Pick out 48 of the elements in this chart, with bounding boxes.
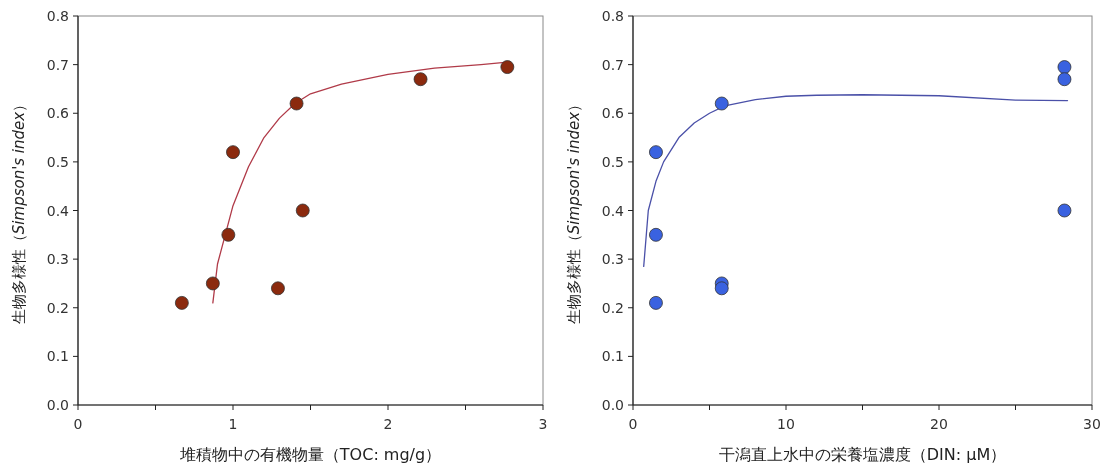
x-axis-title: 干潟直上水中の栄養塩濃度（DIN: μM）: [718, 445, 1007, 464]
x-tick-label: 20: [930, 416, 948, 432]
x-tick-label: 10: [777, 416, 795, 432]
y-tick-label: 0.1: [601, 348, 624, 365]
x-tick-label: 3: [538, 416, 548, 432]
y-tick-label: 0.4: [46, 202, 70, 219]
y-tick-label: 0.8: [601, 8, 624, 24]
point: [271, 281, 285, 296]
y-tick-label: 0.6: [601, 105, 625, 122]
point: [174, 295, 189, 310]
x-tick-label: 1: [228, 416, 238, 432]
y-axis-title: 生物多様性（Simpson's index）: [10, 96, 28, 325]
point: [500, 60, 515, 74]
line-series: [643, 94, 1069, 268]
y-tick-label: 0.7: [46, 56, 69, 73]
y-tick-label: 0.2: [46, 299, 69, 316]
point: [1057, 203, 1072, 218]
point: [1057, 60, 1072, 74]
point: [226, 145, 240, 160]
point: [205, 276, 220, 291]
y-axis-title: 生物多様性（Simpson's index）: [565, 96, 583, 325]
y-tick-label: 0.5: [601, 153, 624, 170]
point: [714, 281, 729, 296]
y-tick-label: 0.0: [46, 397, 69, 413]
point: [649, 227, 663, 242]
y-tick-label: 0.8: [46, 8, 69, 24]
x-tick-label: 0: [628, 416, 638, 432]
point: [295, 203, 310, 218]
point: [413, 72, 428, 87]
y-tick-label: 0.3: [601, 251, 624, 268]
x-tick-label: 30: [1083, 416, 1101, 432]
y-tick-label: 0.1: [46, 348, 69, 365]
y-tick-label: 0.4: [601, 202, 625, 219]
point: [289, 96, 304, 111]
y-tick-label: 0.5: [46, 153, 69, 170]
y-tick-label: 0.2: [601, 299, 624, 316]
y-tick-label: 0.6: [46, 105, 70, 122]
point: [649, 295, 663, 310]
point: [649, 145, 663, 160]
y-tick-label: 0.7: [601, 56, 624, 73]
point: [714, 96, 729, 111]
point: [1057, 72, 1072, 87]
point: [221, 227, 236, 242]
x-tick-label: 0: [73, 416, 83, 432]
y-tick-label: 0.0: [601, 397, 624, 413]
x-tick-label: 2: [383, 416, 393, 432]
y-tick-label: 0.3: [46, 251, 69, 268]
x-axis-title: 堆積物中の有機物量（TOC: mg/g）: [178, 445, 442, 464]
